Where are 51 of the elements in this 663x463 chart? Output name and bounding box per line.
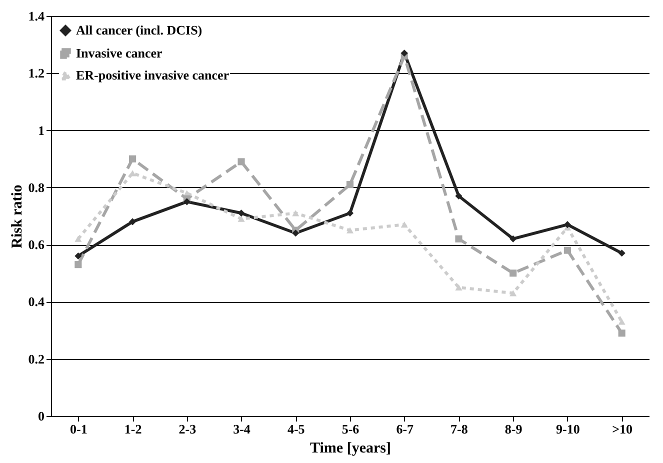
point <box>618 330 626 337</box>
y-tick-label: 0.8 <box>28 180 45 195</box>
point <box>74 236 82 242</box>
point <box>238 158 245 166</box>
point <box>618 318 626 325</box>
y-tick-label: 1.2 <box>28 66 44 81</box>
point <box>455 192 462 200</box>
legend-label: All cancer (incl. DCIS) <box>76 22 202 38</box>
y-tick-label: 0.2 <box>28 351 44 366</box>
point <box>346 181 354 188</box>
point <box>238 216 245 222</box>
point <box>400 222 408 228</box>
point <box>346 227 354 234</box>
point <box>183 198 190 206</box>
x-tick-label: 5-6 <box>342 422 360 436</box>
y-tick-label: 0.6 <box>28 237 45 252</box>
point <box>292 230 300 237</box>
y-tick-label: 1 <box>38 122 44 138</box>
x-tick-label: 2-3 <box>178 422 197 436</box>
y-axis-title: Risk ratio <box>9 184 26 248</box>
point <box>510 290 517 296</box>
point <box>74 252 82 260</box>
point <box>455 235 462 242</box>
point <box>238 210 245 217</box>
x-tick-label: 8-9 <box>504 422 523 436</box>
point <box>74 261 82 268</box>
x-tick-label: 4-5 <box>287 422 306 436</box>
y-tick-label: 1.4 <box>28 8 45 24</box>
point <box>346 210 354 217</box>
x-axis-title: Time [years] <box>310 440 391 456</box>
x-tick-label: 0-1 <box>70 422 88 436</box>
point <box>564 221 571 228</box>
point <box>618 250 626 257</box>
point <box>129 155 136 162</box>
point <box>510 270 517 277</box>
x-tick-label: 9-10 <box>556 422 580 436</box>
legend-label: ER-positive invasive cancer <box>76 68 230 82</box>
point <box>292 210 300 216</box>
point <box>510 235 517 242</box>
x-tick-label: 7-8 <box>450 422 468 436</box>
point <box>400 50 408 57</box>
x-tick-label: >10 <box>612 422 633 436</box>
y-tick-label: 0.4 <box>28 294 45 310</box>
point <box>455 284 462 290</box>
x-tick-label: 3-4 <box>233 422 251 436</box>
x-tick-label: 1-2 <box>124 422 142 436</box>
point <box>564 246 571 254</box>
point <box>129 218 136 226</box>
y-tick-label: 0 <box>38 408 44 424</box>
legend-label: Invasive cancer <box>76 46 163 60</box>
x-tick-label: 6-7 <box>396 422 414 436</box>
